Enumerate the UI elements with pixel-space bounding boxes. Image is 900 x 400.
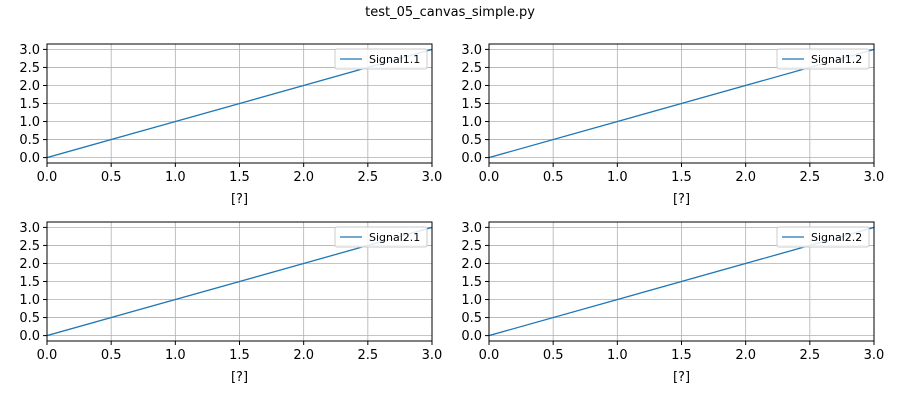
figure-title: test_05_canvas_simple.py [365, 5, 535, 20]
legend-box [334, 226, 428, 248]
x-tick-label: 3.0 [422, 170, 443, 185]
x-axis-label: [?] [231, 192, 248, 207]
legend-label: Signal1.2 [811, 53, 862, 66]
x-tick-label: 1.5 [671, 170, 692, 185]
y-tick-label: 1.0 [461, 293, 482, 308]
x-tick-label: 2.5 [799, 348, 820, 363]
subplot-2: 0.0 0.5 1.0 1.5 2.0 2.5 3.0 0.0 0.5 1.0 1.5 2.0 2.5 3… [461, 43, 884, 207]
y-tick-label: 3.0 [19, 221, 40, 236]
x-axis-label: [?] [231, 370, 248, 385]
x-tick-label: 2.0 [293, 348, 314, 363]
x-tick-label: 3.0 [864, 170, 885, 185]
y-tick-label: 2.0 [461, 79, 482, 94]
x-tick-label: 3.0 [422, 348, 443, 363]
x-tick-label: 2.0 [735, 170, 756, 185]
y-tick-label: 2.0 [19, 79, 40, 94]
subplot-3: 0.0 0.5 1.0 1.5 2.0 2.5 3.0 0.0 0.5 1.0 1.5 2.0 2.5 3… [19, 221, 442, 385]
x-tick-label: 2.0 [735, 348, 756, 363]
y-tick-label: 0.5 [19, 133, 40, 148]
y-tick-label: 2.5 [19, 239, 40, 254]
y-tick-label: 1.5 [461, 275, 482, 290]
y-tick-label: 2.0 [19, 257, 40, 272]
y-tick-label: 0.0 [461, 151, 482, 166]
legend-label: Signal2.2 [811, 231, 862, 244]
legend-box [776, 226, 870, 248]
x-tick-label: 0.5 [543, 170, 564, 185]
y-tick-label: 1.0 [19, 293, 40, 308]
x-tick-label: 0.0 [479, 170, 500, 185]
y-tick-label: 1.5 [461, 97, 482, 112]
x-tick-label: 0.0 [37, 170, 58, 185]
x-tick-label: 0.0 [37, 348, 58, 363]
x-tick-label: 1.0 [607, 170, 628, 185]
y-tick-label: 1.0 [461, 115, 482, 130]
subplot-4: 0.0 0.5 1.0 1.5 2.0 2.5 3.0 0.0 0.5 1.0 1.5 2.0 2.5 3… [461, 221, 884, 385]
y-tick-label: 1.5 [19, 97, 40, 112]
x-tick-label: 1.5 [229, 170, 250, 185]
y-tick-label: 3.0 [19, 43, 40, 58]
subplot-1: 0.0 0.5 1.0 1.5 2.0 2.5 3.0 0.0 0.5 1.0 1.5 2.0 2.5 3… [19, 43, 442, 207]
x-axis-label: [?] [673, 370, 690, 385]
legend-box [334, 48, 428, 70]
y-tick-label: 2.5 [19, 61, 40, 76]
x-tick-label: 2.5 [799, 170, 820, 185]
y-tick-label: 1.5 [19, 275, 40, 290]
y-tick-label: 1.0 [19, 115, 40, 130]
legend-box [776, 48, 870, 70]
x-axis-label: [?] [673, 192, 690, 207]
y-tick-label: 2.5 [461, 61, 482, 76]
x-tick-label: 2.0 [293, 170, 314, 185]
y-tick-label: 2.0 [461, 257, 482, 272]
x-tick-label: 1.5 [671, 348, 692, 363]
x-tick-label: 0.5 [101, 348, 122, 363]
y-tick-label: 0.0 [19, 151, 40, 166]
legend-label: Signal1.1 [369, 53, 420, 66]
y-tick-label: 0.5 [461, 133, 482, 148]
y-tick-label: 0.5 [19, 311, 40, 326]
legend-label: Signal2.1 [369, 231, 420, 244]
y-tick-label: 3.0 [461, 221, 482, 236]
x-tick-label: 1.5 [229, 348, 250, 363]
x-tick-label: 2.5 [357, 170, 378, 185]
x-tick-label: 1.0 [165, 348, 186, 363]
x-tick-label: 1.0 [607, 348, 628, 363]
y-tick-label: 0.0 [19, 329, 40, 344]
y-tick-label: 2.5 [461, 239, 482, 254]
x-tick-label: 1.0 [165, 170, 186, 185]
y-tick-label: 0.0 [461, 329, 482, 344]
x-tick-label: 0.5 [543, 348, 564, 363]
x-tick-label: 2.5 [357, 348, 378, 363]
x-tick-label: 3.0 [864, 348, 885, 363]
x-tick-label: 0.5 [101, 170, 122, 185]
y-tick-label: 3.0 [461, 43, 482, 58]
y-tick-label: 0.5 [461, 311, 482, 326]
x-tick-label: 0.0 [479, 348, 500, 363]
